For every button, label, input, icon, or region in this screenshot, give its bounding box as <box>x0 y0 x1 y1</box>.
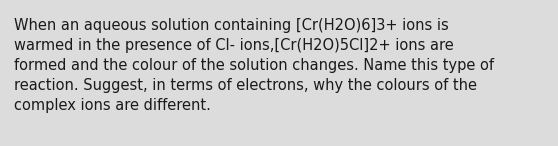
Text: When an aqueous solution containing [Cr(H2O)6]3+ ions is
warmed in the presence : When an aqueous solution containing [Cr(… <box>14 18 494 113</box>
